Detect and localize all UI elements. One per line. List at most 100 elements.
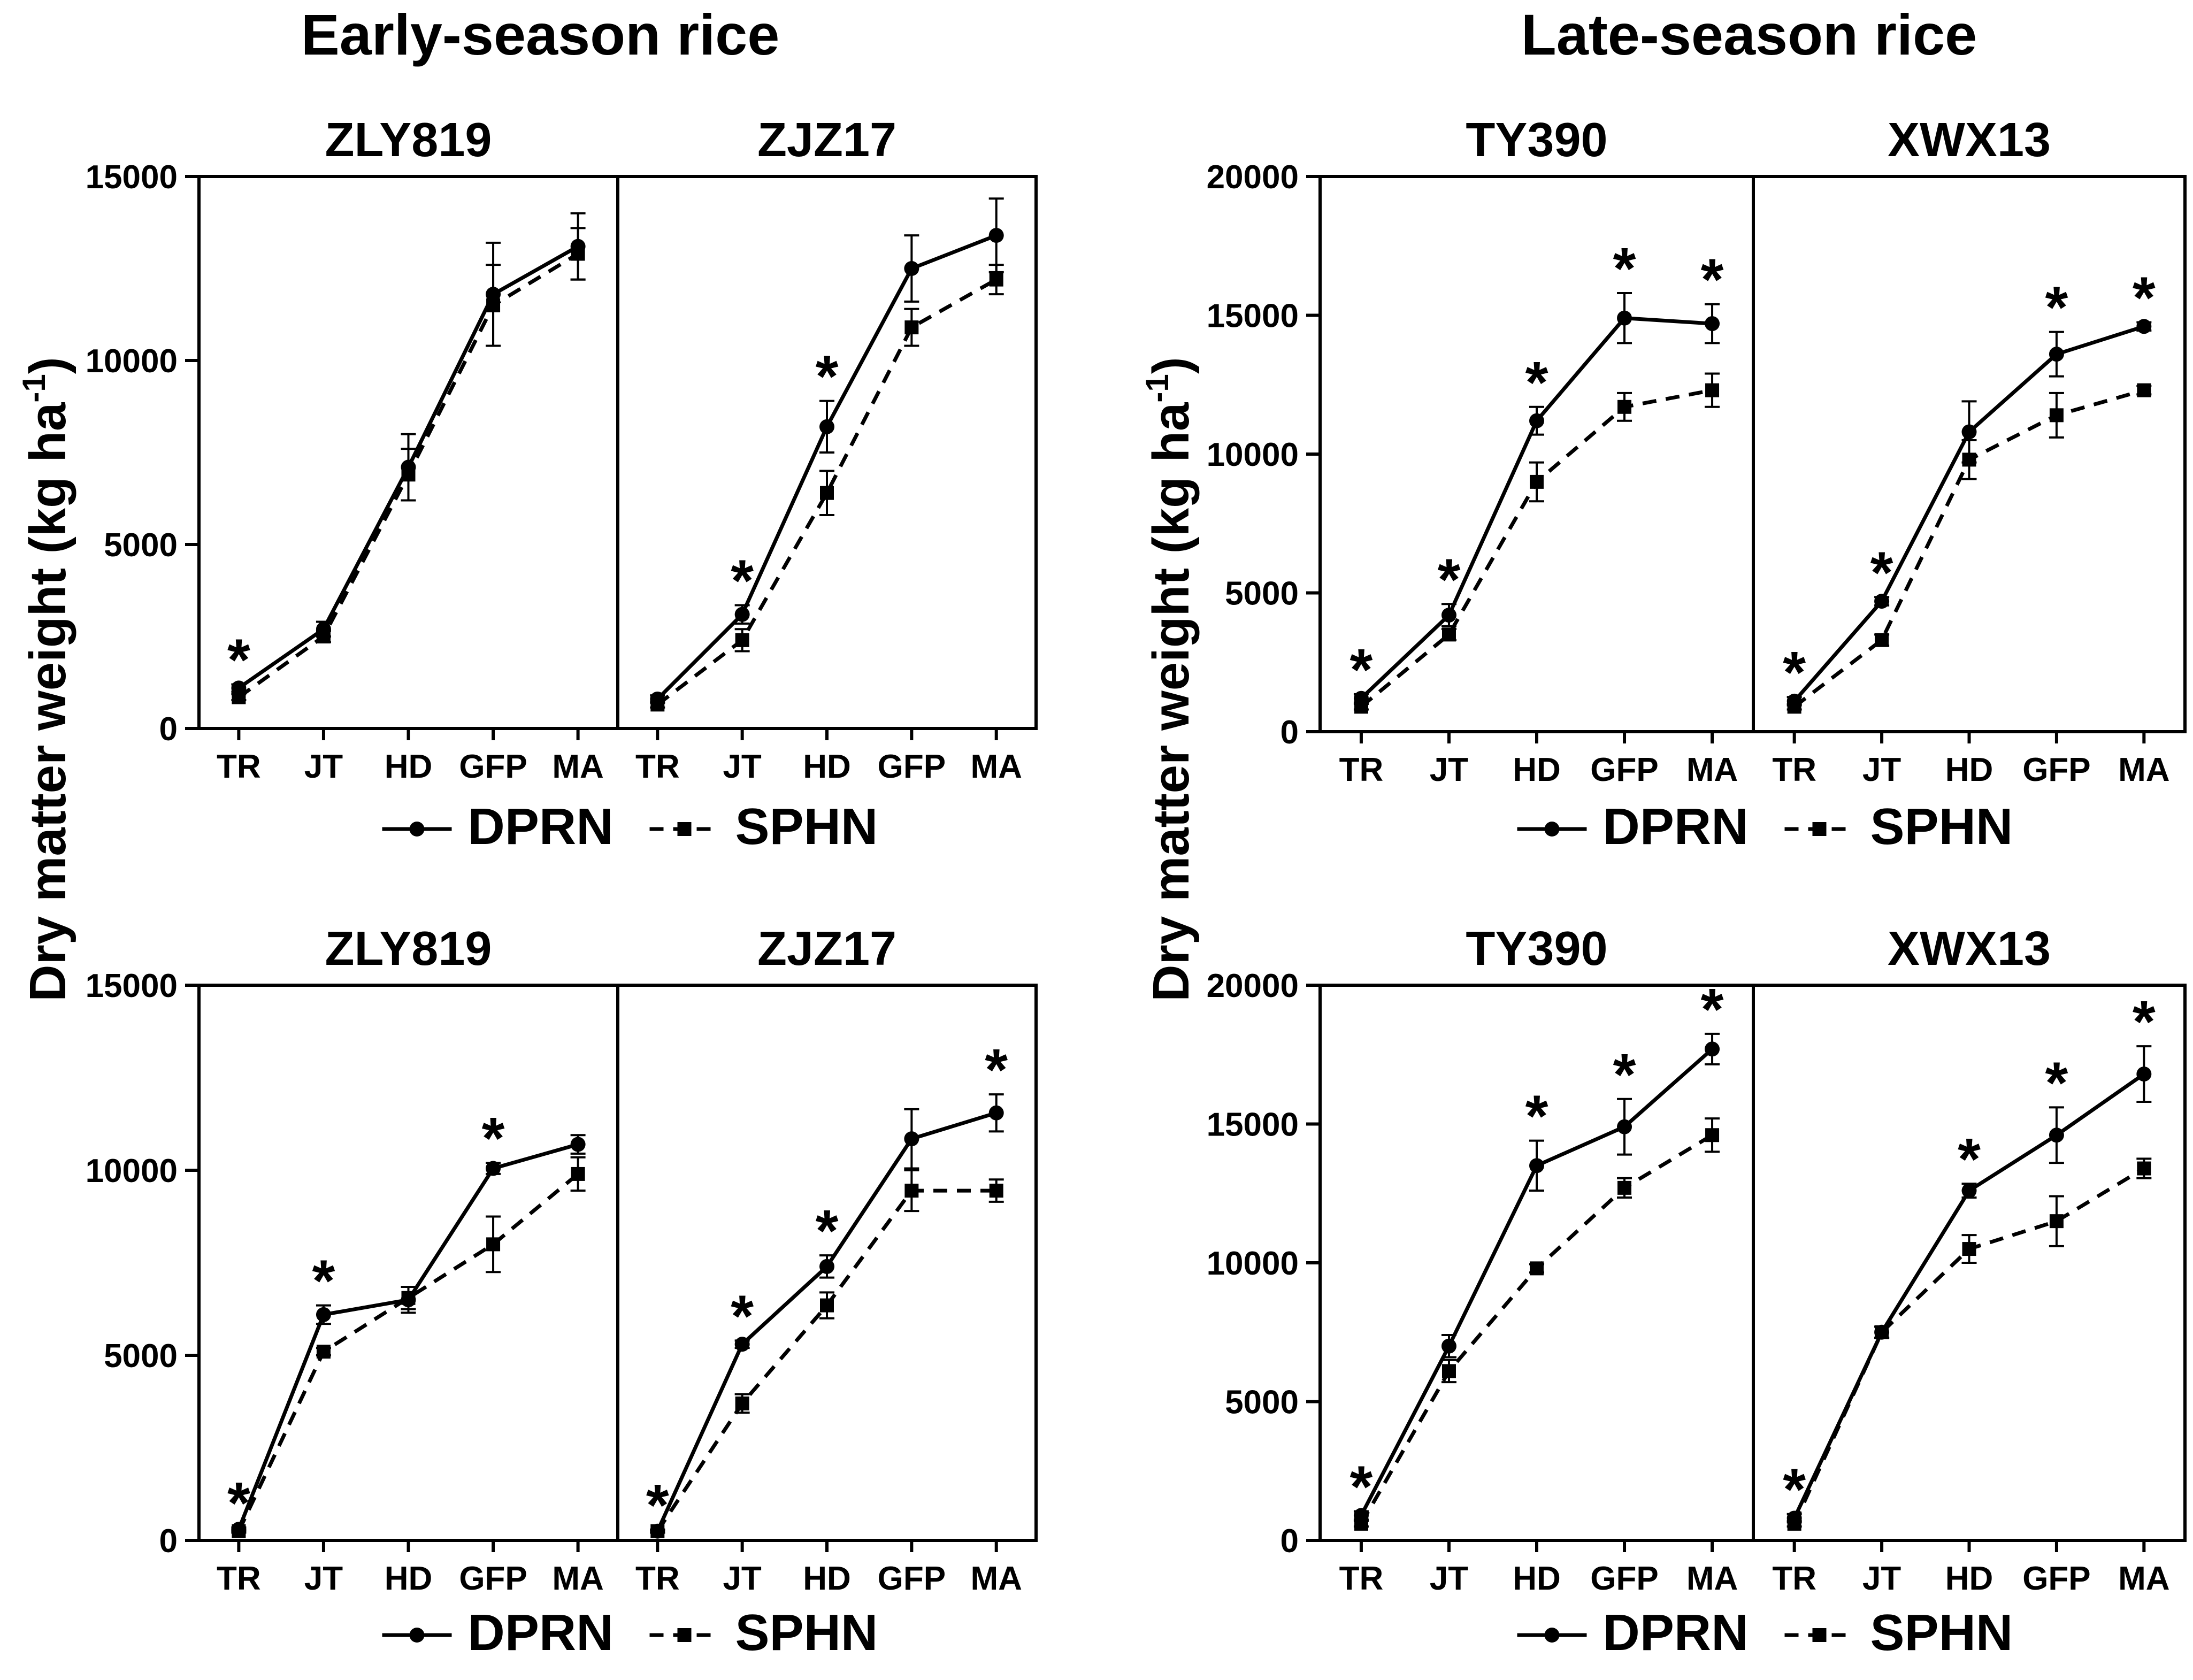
y-tick-label: 0	[1280, 714, 1299, 751]
significance-asterisk: *	[731, 1283, 754, 1349]
data-point-circle	[1529, 1158, 1544, 1173]
data-point-square	[1705, 383, 1720, 397]
panel-title-xwx13: XWX13	[1888, 113, 2051, 167]
series-dprn	[231, 1134, 586, 1537]
legend: DPRN SPHN	[382, 798, 878, 855]
panel-title-zjz17: ZJZ17	[757, 922, 896, 976]
x-tick-label: HD	[1513, 751, 1561, 788]
x-tick-label: TR	[635, 1560, 680, 1597]
data-point-circle	[2049, 347, 2064, 362]
y-tick-label: 10000	[1207, 436, 1299, 473]
x-tick-label: JT	[304, 748, 343, 785]
series-dprn	[650, 197, 1004, 707]
y-axis-label-right: Dry matter weight (kg ha-1)	[1139, 357, 1200, 1002]
panel-title-zly819: ZLY819	[325, 113, 492, 167]
data-point-circle	[1353, 691, 1369, 706]
x-tick-label: JT	[1430, 751, 1468, 788]
significance-asterisk: *	[1350, 1454, 1373, 1520]
x-tick-label: HD	[1513, 1560, 1561, 1597]
y-axis-label-left-close: )	[19, 357, 76, 374]
data-point-circle	[486, 287, 501, 302]
y-tick-label: 15000	[86, 159, 178, 196]
header-early-season: Early-season rice	[301, 2, 780, 67]
data-point-circle	[1617, 1119, 1632, 1134]
data-point-circle	[2136, 319, 2152, 334]
data-point-circle	[1441, 1338, 1456, 1354]
x-tick-label: TR	[217, 1560, 261, 1597]
x-tick-label: JT	[723, 1560, 761, 1597]
significance-asterisk: *	[312, 1248, 335, 1314]
y-axis-label-right-sup: -1	[1139, 374, 1175, 402]
significance-asterisk: *	[2133, 989, 2156, 1055]
data-point-circle	[1617, 310, 1632, 326]
x-tick-label: TR	[217, 748, 261, 785]
data-point-circle	[650, 1523, 665, 1539]
data-point-square	[820, 486, 834, 500]
x-tick-label: MA	[552, 1560, 603, 1597]
significance-asterisk: *	[1701, 977, 1724, 1042]
data-point-square	[2049, 408, 2064, 423]
x-tick-label: TR	[1772, 1560, 1816, 1597]
x-tick-label: GFP	[2022, 751, 2090, 788]
x-tick-label: JT	[1862, 1560, 1901, 1597]
data-point-circle	[1441, 608, 1456, 623]
data-point-circle	[2136, 1067, 2152, 1082]
y-tick-label: 5000	[1225, 1384, 1299, 1421]
data-point-square	[1962, 1242, 1976, 1256]
x-tick-label: JT	[1862, 751, 1901, 788]
chart-groups: ZLY819 ZJZ17 0 5000 10000 15000 TR JT HD GFP MA * TR…	[86, 113, 2187, 1661]
x-tick-label: MA	[2118, 1560, 2169, 1597]
series-dprn	[650, 1093, 1004, 1539]
legend-label-sphn: SPHN	[1870, 1604, 2013, 1661]
panel-ty390: TR JT HD GFP MA * * * * *	[1339, 236, 1738, 788]
legend-label-sphn: SPHN	[735, 1604, 878, 1661]
panel-ty390: TR JT HD GFP MA * * * *	[1339, 977, 1738, 1597]
data-point-square	[1530, 474, 1544, 489]
data-point-circle	[570, 239, 586, 254]
data-point-circle	[819, 419, 834, 434]
significance-asterisk: *	[816, 1198, 839, 1264]
y-tick-label: 5000	[104, 527, 178, 564]
significance-asterisk: *	[816, 344, 839, 410]
y-axis-label-left-sup: -1	[16, 374, 52, 402]
y-axis-label-left-text: Dry matter weight (kg ha	[19, 402, 76, 1002]
data-point-circle	[231, 1522, 247, 1537]
x-tick-label: MA	[2118, 751, 2169, 788]
data-point-square	[571, 1167, 585, 1181]
significance-asterisk: *	[646, 1472, 669, 1538]
y-tick-label: 10000	[1207, 1245, 1299, 1282]
panel-zjz17: TR JT HD GFP MA * *	[635, 197, 1022, 785]
legend-marker-square	[1812, 822, 1827, 836]
significance-asterisk: *	[1870, 540, 1893, 605]
significance-asterisk: *	[985, 1037, 1008, 1103]
data-point-square	[2049, 1214, 2064, 1229]
series-dprn	[1353, 1032, 1720, 1523]
chart-group-late-bottom: TY390 XWX13 0 5000 10000 15000 20000 TR JT HD GFP M…	[1207, 922, 2187, 1661]
data-point-square	[1617, 1180, 1632, 1195]
data-point-circle	[904, 261, 919, 276]
x-tick-label: MA	[552, 748, 603, 785]
legend-label-dprn: DPRN	[1603, 798, 1749, 855]
legend-label-dprn: DPRN	[468, 1604, 614, 1661]
legend-marker-square	[1812, 1628, 1827, 1642]
legend-marker-square	[677, 822, 692, 836]
data-point-square	[2137, 383, 2151, 397]
significance-asterisk: *	[1350, 637, 1373, 703]
x-tick-label: HD	[385, 1560, 433, 1597]
x-tick-label: TR	[635, 748, 680, 785]
data-point-circle	[486, 1161, 501, 1176]
x-tick-label: MA	[970, 748, 1022, 785]
data-point-circle	[1529, 413, 1544, 428]
data-point-square	[486, 1237, 501, 1252]
series-line-sphn	[237, 1172, 579, 1532]
legend-label-dprn: DPRN	[468, 798, 614, 855]
y-tick-label: 15000	[86, 968, 178, 1004]
data-point-circle	[988, 228, 1004, 243]
data-point-circle	[1705, 316, 1720, 332]
y-tick-label: 10000	[86, 1153, 178, 1190]
series-sphn	[1353, 1117, 1720, 1531]
significance-asterisk: *	[1783, 1457, 1806, 1523]
significance-asterisk: *	[2045, 275, 2068, 341]
